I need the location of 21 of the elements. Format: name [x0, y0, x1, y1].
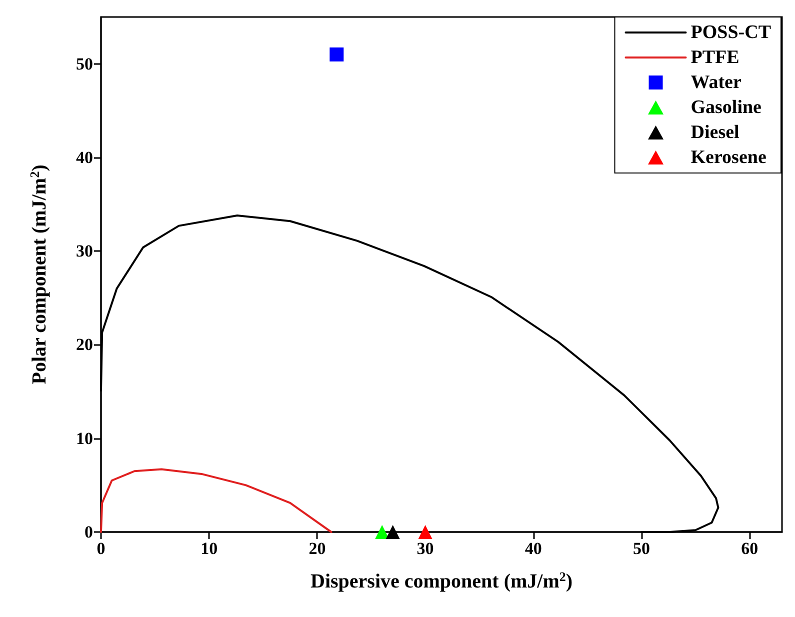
y-tick-label: 40	[76, 148, 93, 167]
y-tick-label: 30	[76, 242, 93, 261]
legend-label: PTFE	[690, 47, 740, 68]
x-tick-label: 10	[200, 539, 218, 558]
legend-label: Kerosene	[690, 147, 766, 168]
legend-label: Gasoline	[690, 97, 762, 118]
y-tick-label: 20	[76, 335, 93, 354]
x-tick-label: 50	[632, 539, 650, 558]
y-tick-label: 0	[84, 522, 93, 542]
y-axis-title: Polar component (mJ/m2)	[27, 164, 50, 384]
x-tick-label: 30	[416, 539, 434, 558]
line-series	[100, 468, 332, 533]
x-tick-label: 20	[308, 539, 326, 558]
legend-label: Diesel	[690, 122, 740, 143]
x-tick-label: 0	[96, 539, 106, 558]
x-tick-label: 40	[524, 539, 542, 558]
y-tick-label: 10	[76, 428, 93, 448]
y-tick-label: 50	[76, 54, 93, 74]
legend-label: Water	[690, 72, 742, 93]
legend-label: POSS-CT	[690, 22, 772, 43]
x-tick-label: 60	[741, 539, 758, 558]
